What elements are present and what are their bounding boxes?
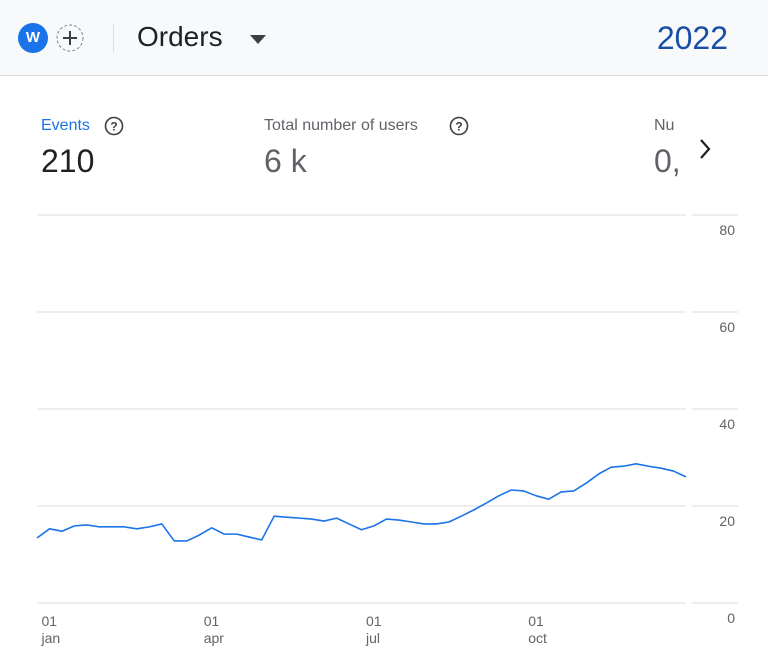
metric-label[interactable]: Total number of users [264,117,418,134]
x-tick-label: 01 [41,613,57,629]
y-tick-label: 60 [719,319,735,335]
x-tick-label: jul [365,630,380,646]
metric-clip: Nu 0, [0,100,686,200]
svg-text:?: ? [455,120,462,134]
avatar[interactable]: W [18,23,48,53]
y-tick-label: 80 [719,222,735,238]
help-icon[interactable]: ? [449,116,471,138]
header: W Orders 2022 [0,0,768,76]
metric-label[interactable]: Events [41,117,90,134]
y-tick-label: 20 [719,513,735,529]
x-tick-label: 01 [366,613,382,629]
year: 2022 [656,20,728,56]
y-tick-label: 40 [719,416,735,432]
next-arrow[interactable] [696,137,716,161]
x-tick-label: 01 [204,613,220,629]
x-tick-label: 01 [528,613,544,629]
help-icon[interactable]: ? [104,116,126,138]
metric-value: 6 k [264,143,307,179]
divider [113,24,114,52]
x-tick-label: apr [204,630,225,646]
metric-label[interactable]: Nu [654,117,675,134]
svg-text:?: ? [110,120,117,134]
metric-value: 0, [654,143,681,179]
data-line [36,463,687,542]
add-button[interactable] [54,23,86,55]
x-tick-label: oct [528,630,547,646]
metric-value: 210 [41,143,95,179]
dropdown-arrow[interactable] [248,33,268,45]
x-tick-label: jan [40,630,60,646]
report-title[interactable]: Orders [137,21,223,52]
y-tick-label: 0 [727,610,735,626]
